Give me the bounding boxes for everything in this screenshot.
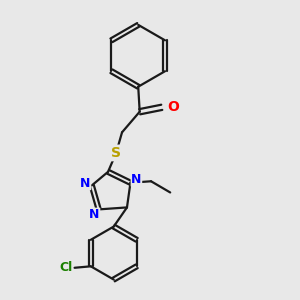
Text: Cl: Cl (59, 261, 72, 274)
Text: N: N (89, 208, 100, 221)
Text: O: O (168, 100, 179, 114)
Text: N: N (80, 177, 91, 190)
Text: N: N (131, 173, 142, 186)
Text: S: S (111, 146, 121, 160)
